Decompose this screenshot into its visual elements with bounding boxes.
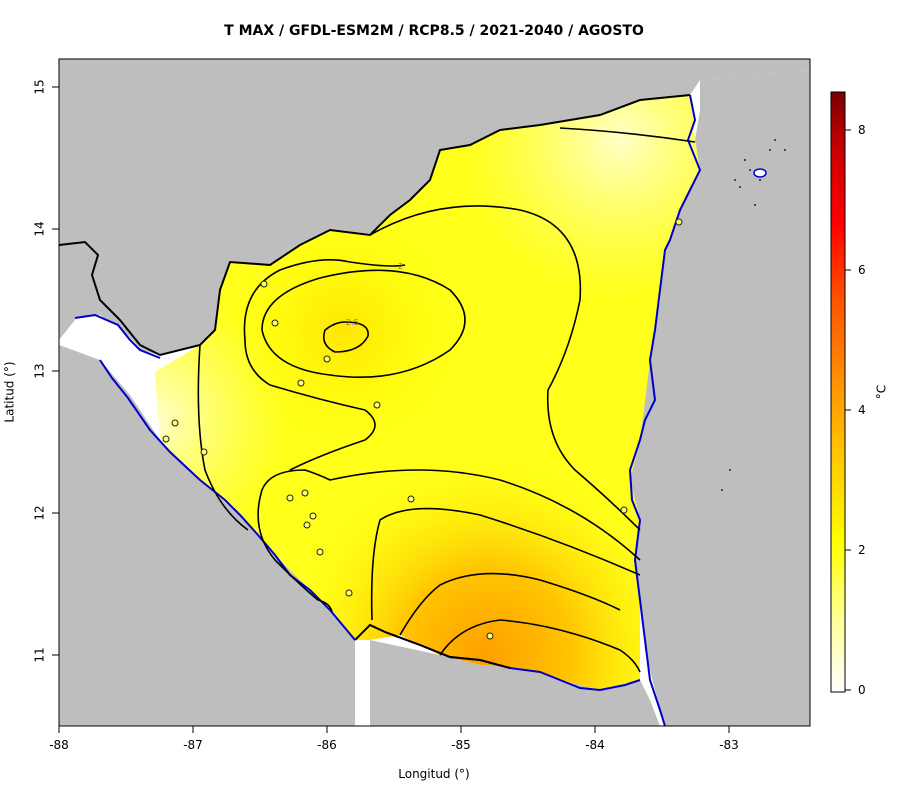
station-marker — [260, 280, 268, 288]
station-marker — [620, 506, 628, 514]
land-west — [59, 345, 355, 726]
border-north — [59, 94, 691, 357]
legend-colorbar — [830, 91, 846, 693]
y-axis-label: Latitud (°) — [3, 361, 17, 422]
legend-tick-label: 8 — [858, 123, 866, 137]
coastline-caribbean — [628, 94, 702, 726]
island-outline — [753, 168, 767, 178]
gulf-fonseca — [75, 315, 140, 350]
land-south — [370, 640, 660, 726]
station-marker — [316, 548, 324, 556]
sea-east — [630, 70, 810, 726]
station-marker — [301, 489, 309, 497]
x-axis: -88 -87 -86 -85 -84 -83 Longitud (°) — [49, 725, 739, 781]
station-marker — [486, 632, 494, 640]
station-marker — [323, 355, 331, 363]
contour-lines — [197, 127, 696, 673]
x-tick-label: -85 — [451, 738, 471, 752]
station-marker — [171, 419, 179, 427]
y-tick-label: 13 — [33, 363, 47, 378]
x-tick-label: -87 — [183, 738, 203, 752]
coastline-fonseca — [74, 313, 161, 359]
temperature-field — [155, 95, 700, 690]
chart-title: T MAX / GFDL-ESM2M / RCP8.5 / 2021-2040 … — [224, 23, 644, 39]
station-marker — [309, 512, 317, 520]
station-marker — [407, 495, 415, 503]
station-marker — [303, 521, 311, 529]
contour-label-2-5: 2.5 — [346, 318, 359, 327]
legend-tick-label: 6 — [858, 263, 866, 277]
coastline-pacific — [99, 359, 356, 641]
y-tick-label: 15 — [33, 79, 47, 94]
color-legend: 8 6 4 2 0 °C — [830, 91, 889, 697]
station-marker — [162, 435, 170, 443]
legend-tick-label: 2 — [858, 543, 866, 557]
x-tick-label: -84 — [585, 738, 605, 752]
station-marker — [200, 448, 208, 456]
caribbean-cays — [721, 139, 786, 491]
station-marker — [297, 379, 305, 387]
station-marker — [271, 319, 279, 327]
y-tick-label: 12 — [33, 505, 47, 520]
x-tick-label: -88 — [49, 738, 69, 752]
legend-tick-label: 0 — [858, 683, 866, 697]
land-north — [59, 59, 810, 355]
station-marker — [345, 589, 353, 597]
station-marker — [373, 401, 381, 409]
border-south — [354, 623, 511, 669]
legend-tick-label: 4 — [858, 403, 866, 417]
contour-label-2: 2 — [398, 262, 403, 271]
station-markers — [162, 218, 683, 640]
x-axis-label: Longitud (°) — [398, 767, 469, 781]
station-marker — [675, 218, 683, 226]
legend-unit: °C — [875, 385, 889, 399]
station-marker — [286, 494, 294, 502]
x-tick-label: -83 — [719, 738, 739, 752]
y-tick-label: 11 — [33, 647, 47, 662]
x-tick-label: -86 — [317, 738, 337, 752]
y-axis: 15 14 13 12 11 Latitud (°) — [3, 79, 60, 663]
y-tick-label: 14 — [33, 221, 47, 236]
